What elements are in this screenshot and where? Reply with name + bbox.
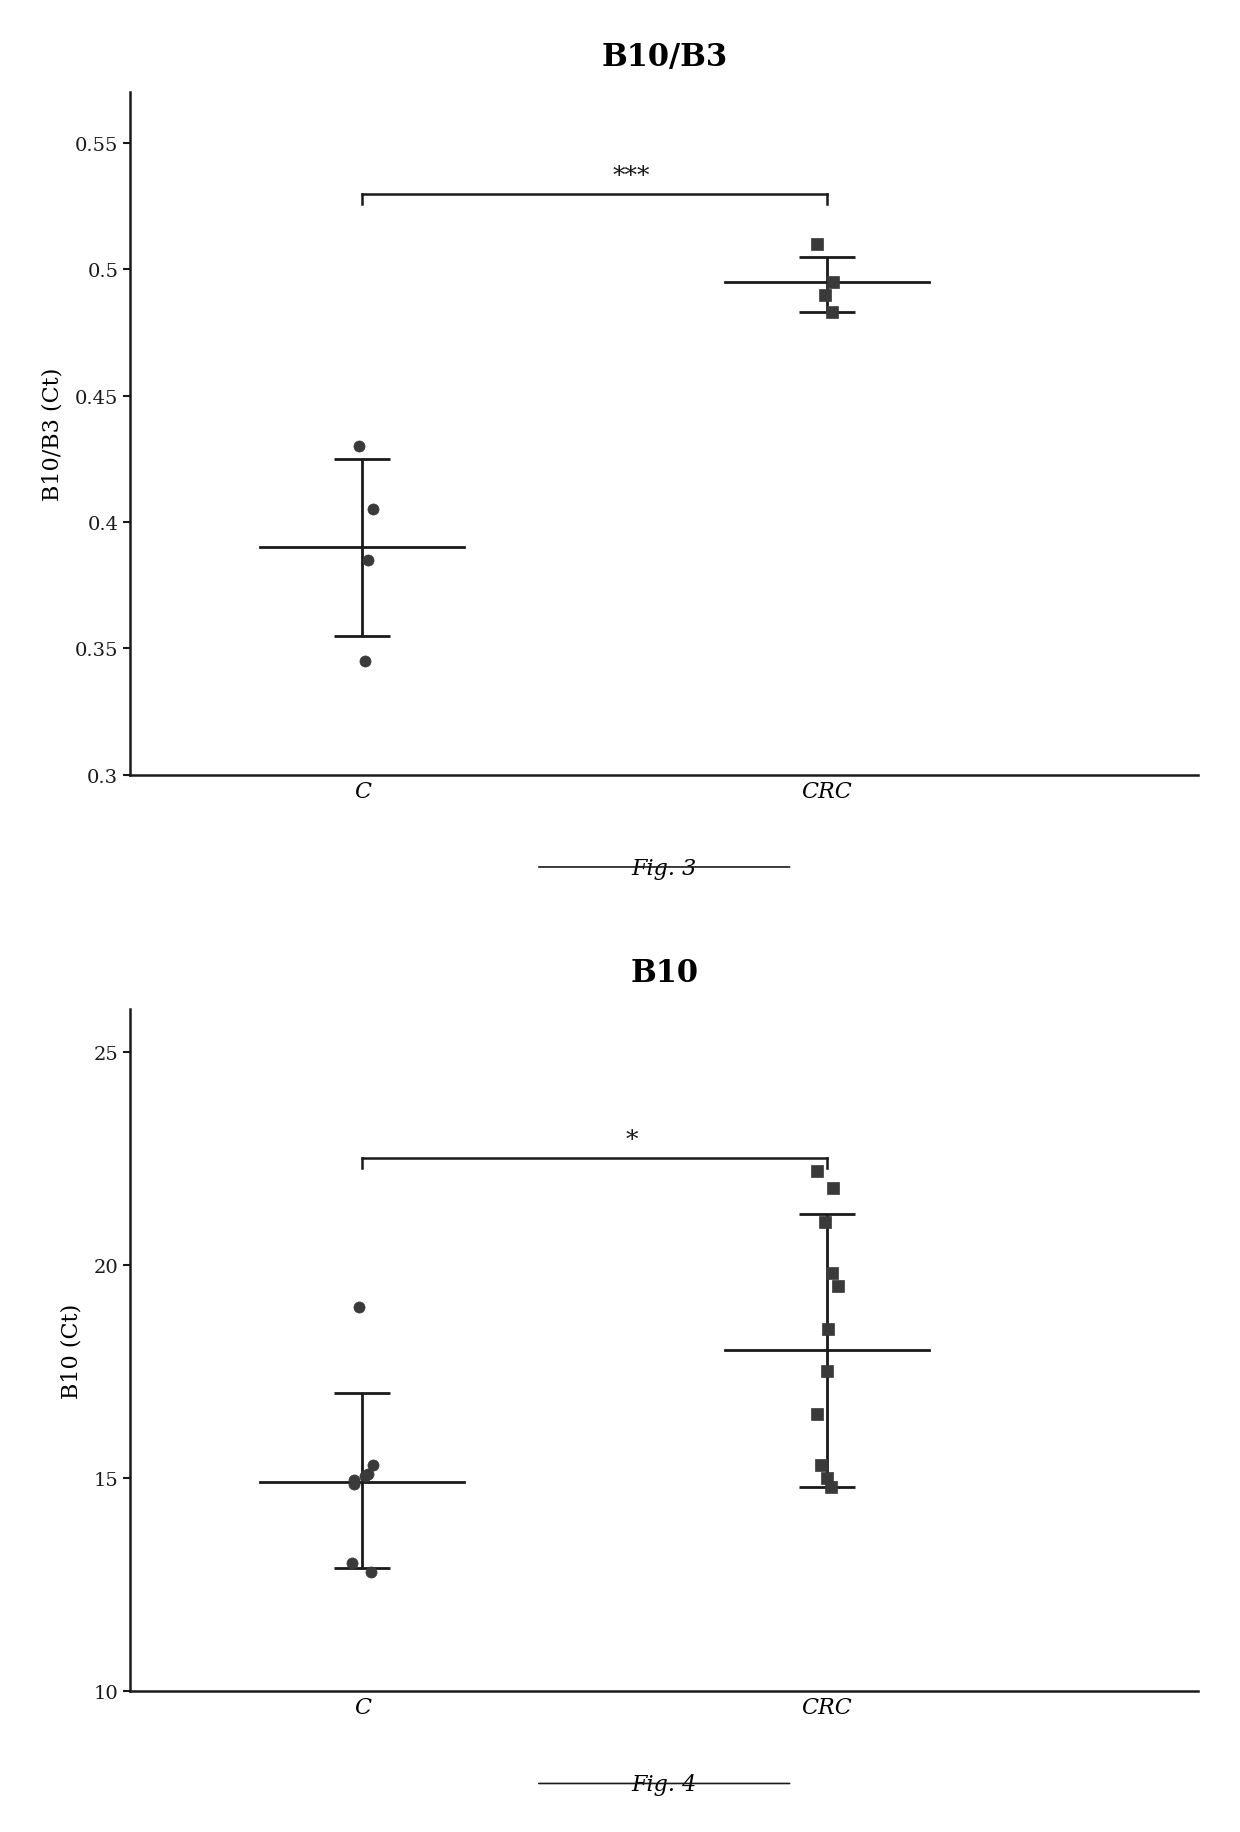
Text: ***: *** xyxy=(613,165,651,187)
Text: *: * xyxy=(625,1129,637,1152)
Text: Fig. 4: Fig. 4 xyxy=(631,1773,697,1795)
Y-axis label: B10 (Ct): B10 (Ct) xyxy=(61,1303,82,1398)
Title: B10/B3: B10/B3 xyxy=(601,42,728,73)
Title: B10: B10 xyxy=(630,958,698,989)
Y-axis label: B10/B3 (Ct): B10/B3 (Ct) xyxy=(42,368,63,502)
Text: Fig. 3: Fig. 3 xyxy=(631,857,697,879)
